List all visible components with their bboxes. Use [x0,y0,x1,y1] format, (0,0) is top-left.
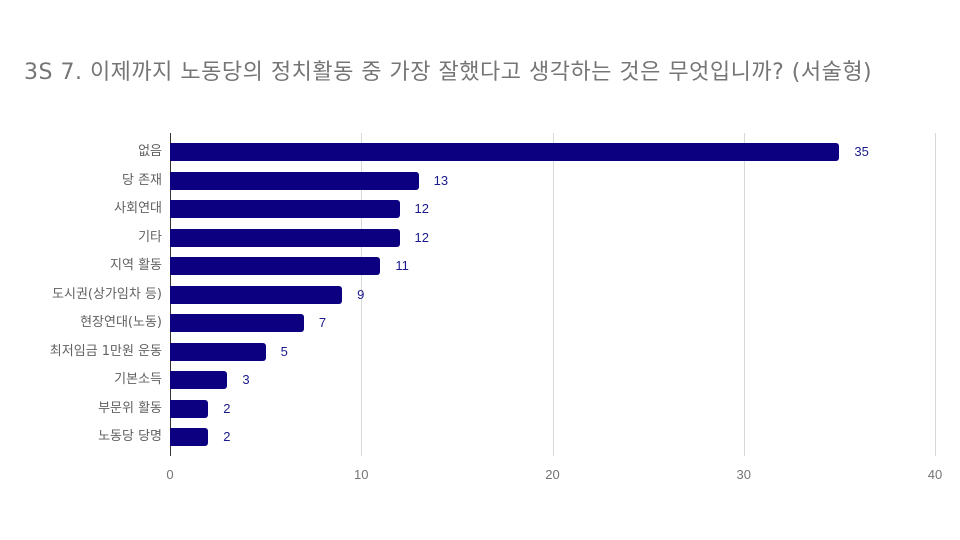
value-label: 2 [223,400,231,416]
category-label: 없음 [138,144,162,159]
gridline [361,133,363,456]
chart-title: 3S 7. 이제까지 노동당의 정치활동 중 가장 잘했다고 생각하는 것은 무… [24,60,873,85]
bar[interactable] [170,228,400,247]
x-tick-label: 40 [927,467,943,482]
category-label: 당 존재 [121,172,162,188]
value-label: 2 [223,429,231,444]
category-label: 기타 [138,229,162,245]
gridline [552,133,554,456]
bar[interactable] [170,285,343,304]
bar[interactable] [170,399,209,418]
bar[interactable] [170,371,228,389]
gridline [743,133,745,456]
value-label: 35 [854,144,869,159]
gridline [935,133,936,456]
bar[interactable] [170,257,381,275]
value-label: 7 [318,315,327,330]
category-label: 부문위 활동 [98,400,162,416]
x-tick-label: 0 [166,467,174,482]
value-label: 9 [357,286,365,302]
category-label: 사회연대 [114,201,162,216]
value-label: 11 [395,258,409,273]
bar[interactable] [170,314,304,332]
category-label: 노동당 당명 [98,429,162,444]
bar[interactable] [170,342,266,361]
bar[interactable] [170,200,400,218]
category-label: 도시권(상가임차 등) [52,286,162,302]
category-label: 지역 활동 [110,258,162,273]
bar[interactable] [170,171,419,190]
category-label: 현장연대(노동) [80,315,162,330]
x-tick-label: 20 [545,467,560,482]
x-tick-label: 10 [354,467,369,482]
value-label: 12 [414,201,429,216]
x-tick-label: 30 [736,467,751,482]
category-label: 기본소득 [114,372,162,387]
category-label: 최저임금 1만원 운동 [49,343,162,359]
value-label: 5 [280,343,288,359]
bar[interactable] [170,143,840,161]
value-label: 12 [414,229,429,245]
value-label: 3 [242,372,250,387]
value-label: 13 [433,172,449,188]
bar[interactable] [170,428,209,446]
